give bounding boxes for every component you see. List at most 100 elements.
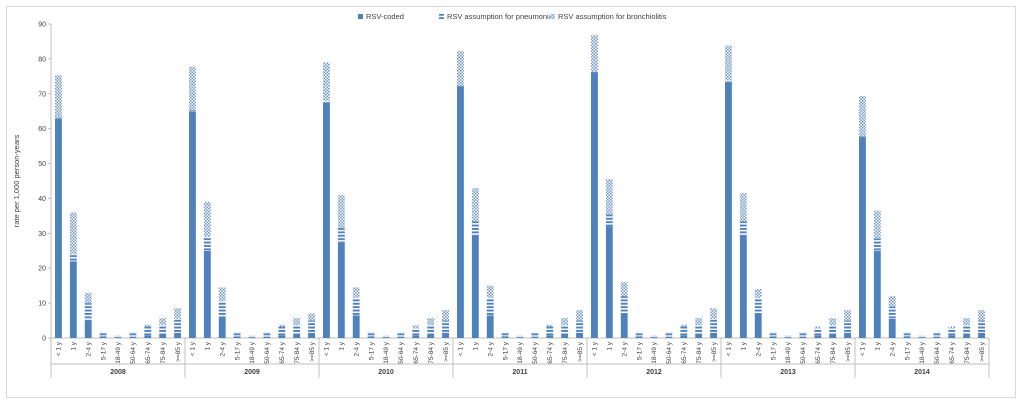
y-tick-label: 90 [38,22,46,29]
x-category-label: 75-84 y [160,341,167,363]
bar-coded-2012-6 [680,335,688,338]
bar-coded-2008-0 [55,118,62,338]
bar-bronchiolitis-2008-8 [174,308,181,319]
bar-bronchiolitis-2010-8 [442,310,449,321]
bar-bronchiolitis-2014-8 [978,310,985,321]
x-category-label: 5-17 y [368,341,375,360]
bar-pneumonia-2011-4 [516,335,524,338]
bar-pneumonia-2008-8 [174,318,181,333]
bar-coded-2012-3 [635,336,643,338]
bar-bronchiolitis-2013-1 [739,193,747,222]
x-category-label: 2-4 y [353,341,360,356]
bar-coded-2010-6 [412,335,420,338]
bar-pneumonia-2009-3 [233,332,241,337]
x-category-label: 65-74 y [145,341,152,363]
bar-pneumonia-2010-1 [337,228,345,243]
bar-bronchiolitis-2008-2 [84,292,92,304]
axis-labels: 0 10 20 30 40 50 60 70 80 90 rate per 1,000 person… [12,22,986,377]
bar-pneumonia-2008-7 [159,325,167,334]
x-category-label: 65-74 y [279,341,286,363]
x-category-label: 18-49 y [919,341,926,363]
bar-pneumonia-2011-3 [501,332,509,337]
bar-bronchiolitis-2010-2 [352,287,360,298]
bar-coded-2011-0 [457,86,464,338]
bar-coded-2009-0 [189,111,196,338]
bar-bronchiolitis-2012-6 [680,324,688,327]
y-tick-label: 30 [38,231,46,238]
bar-coded-2012-2 [620,313,628,338]
bar-coded-2008-1 [69,261,77,338]
x-category-label: 1 y [607,341,614,350]
bar-coded-2009-1 [203,250,211,338]
bar-coded-2008-5 [129,336,137,338]
bar-coded-2012-7 [695,333,703,338]
bar-bronchiolitis-2013-7 [829,318,837,326]
bar-bronchiolitis-2009-7 [293,318,301,326]
bar-pneumonia-2009-2 [218,301,226,318]
bar-coded-2014-1 [873,250,881,338]
x-group-label: 2012 [646,369,662,376]
bar-pneumonia-2009-6 [278,326,286,336]
x-category-label: < 1 y [56,341,63,356]
bar-pneumonia-2010-4 [382,335,390,338]
bar-coded-2011-1 [471,235,479,338]
bar-pneumonia-2013-8 [844,320,851,333]
y-tick-label: 20 [38,266,46,273]
bar-coded-2014-8 [978,332,985,338]
x-group-label: 2011 [512,369,527,376]
x-group-label: 2009 [244,369,260,376]
bar-pneumonia-2010-7 [427,325,435,334]
legend-swatch-pneumonia [439,14,444,19]
bar-coded-2010-0 [323,102,330,338]
x-category-label: < 1 y [726,341,733,356]
bar-pneumonia-2011-7 [561,325,569,334]
x-category-label: 75-84 y [830,341,837,363]
bar-pneumonia-2008-0 [55,117,62,119]
x-group-label: 2014 [914,369,930,376]
bar-bronchiolitis-2014-7 [963,318,971,326]
x-category-label: 50-64 y [264,341,271,363]
bar-coded-2013-7 [829,333,837,338]
x-category-label: 1 y [339,341,346,350]
y-tick-label: 80 [38,56,46,63]
bar-pneumonia-2010-3 [367,332,375,337]
bar-pneumonia-2011-1 [471,221,479,236]
bar-coded-2013-5 [799,336,807,338]
bar-bronchiolitis-2011-2 [486,285,494,298]
bar-coded-2009-5 [263,336,271,338]
bar-coded-2012-5 [665,336,673,338]
bar-pneumonia-2013-7 [829,325,837,334]
bar-coded-2010-3 [367,336,375,338]
bar-pneumonia-2011-0 [457,85,464,87]
x-category-label: < 1 y [190,341,197,356]
x-category-label: 5-17 y [636,341,643,360]
bar-pneumonia-2012-3 [635,332,643,337]
bar-bronchiolitis-2014-1 [873,210,881,239]
bar-coded-2009-2 [218,317,226,338]
legend-label-pneumonia: RSV assumption for pneumonia [447,12,554,21]
x-category-label: 18-49 y [383,341,390,363]
bar-coded-2013-0 [725,81,732,339]
bar-pneumonia-2013-3 [769,332,777,337]
bar-pneumonia-2014-3 [903,332,911,337]
bar-pneumonia-2009-7 [293,325,301,334]
bar-pneumonia-2008-4 [114,335,122,338]
bar-pneumonia-2014-7 [963,325,971,334]
bar-pneumonia-2012-6 [680,326,688,336]
x-category-label: 2-4 y [889,341,896,356]
y-tick-label: 10 [38,301,46,308]
x-category-label: 18-49 y [651,341,658,363]
bar-coded-2010-2 [352,315,360,338]
bar-pneumonia-2008-1 [69,254,77,262]
y-axis-title: rate per 1,000 person-years [12,134,21,227]
bar-coded-2013-2 [754,313,762,338]
bar-coded-2009-6 [278,335,286,338]
bar-coded-2008-6 [144,335,152,338]
bar-bronchiolitis-2008-7 [159,318,167,326]
bar-coded-2009-4 [248,337,256,338]
bar-bronchiolitis-2010-6 [412,325,420,329]
x-group-label: 2010 [378,369,394,376]
x-category-label: 65-74 y [413,341,420,363]
bar-coded-2010-8 [442,332,449,338]
bar-bronchiolitis-2011-7 [561,318,569,326]
